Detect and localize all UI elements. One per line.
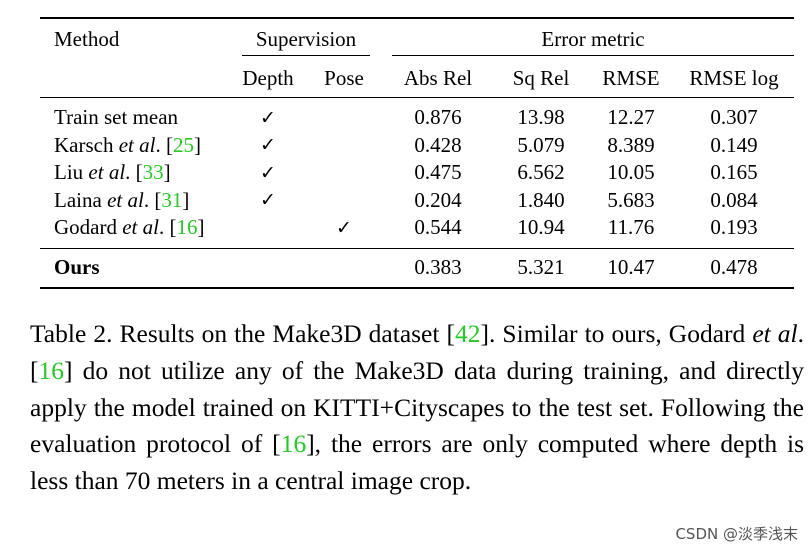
row-sq-rel: 1.840 [517,187,565,212]
row-pose-check [306,132,382,160]
header-supervision: Supervision [230,17,382,59]
row-etal: et al [118,132,156,157]
row-rmse: 5.683 [607,187,655,212]
row-abs-rel: 0.876 [382,97,494,132]
citation-link[interactable]: 42 [455,319,481,348]
results-table: Method Supervision Error metric Depth Po… [40,17,795,289]
row-rmse: 12.27 [588,97,674,132]
row-pose-check [306,97,382,132]
row-sq-rel: 10.94 [517,215,565,240]
row-abs-rel: 0.475 [414,160,462,185]
row-method: Train set mean [40,97,230,132]
ours-rmse: 10.47 [588,247,674,289]
row-rmse-log: 0.084 [710,187,758,212]
watermark: CSDN @淡季浅末 [675,525,798,543]
row-abs-rel: 0.544 [414,215,462,240]
row-method: Karsch et al. [25] [54,132,201,157]
table-caption: Table 2. Results on the Make3D dataset [… [30,319,804,496]
table-row: Laina et al. [31] ✓ 0.204 1.840 5.683 0.… [40,187,794,215]
table-row: Train set mean ✓ 0.876 13.98 12.27 0.307 [40,97,795,132]
header-rmse: RMSE [602,65,660,90]
row-sq-rel: 6.562 [517,160,565,185]
header-depth: Depth [242,65,294,90]
row-depth-check: ✓ [260,189,276,212]
row-rmse-log: 0.193 [710,215,758,240]
row-rmse-log: 0.165 [710,160,758,185]
table-row: Karsch et al. [25] ✓ 0.428 5.079 8.389 0… [40,132,794,160]
header-error-metric: Error metric [382,17,795,59]
row-pose-check [306,187,382,215]
row-depth-check: ✓ [260,161,276,184]
citation-link[interactable]: 16 [176,215,198,240]
row-rmse: 11.76 [607,215,655,240]
row-depth-check: ✓ [260,134,276,157]
header-error-metric-label: Error metric [392,23,795,56]
row-pose-check [306,159,382,187]
header-sq-rel: Sq Rel [512,65,570,90]
table-row: Godard et al. [16] ✓ 0.544 10.94 11.76 0… [40,214,794,248]
header-pose: Pose [324,65,364,90]
row-method: Laina et al. [31] [54,187,190,212]
row-pose-check: ✓ [336,216,352,239]
ours-pose [306,247,382,289]
citation-link[interactable]: 31 [161,187,183,212]
row-method: Liu et al. [33] [54,160,171,185]
ours-abs-rel: 0.383 [382,247,494,289]
caption-etal: et al [752,319,798,348]
row-rmse: 10.05 [607,160,655,185]
citation-link[interactable]: 25 [172,132,194,157]
citation-link[interactable]: 16 [280,429,307,459]
row-depth-check: ✓ [230,97,306,132]
row-etal: et al [122,215,159,240]
row-rmse-log: 0.149 [710,132,758,157]
row-depth-check [230,214,306,248]
table-row-ours: Ours 0.383 5.321 10.47 0.478 [40,247,795,289]
ours-depth [230,247,306,289]
header-method: Method [40,17,230,59]
table-row: Liu et al. [33] ✓ 0.475 6.562 10.05 0.16… [40,159,794,187]
row-abs-rel: 0.428 [414,132,462,157]
citation-link[interactable]: 16 [38,355,65,385]
row-sq-rel: 13.98 [494,97,588,132]
header-supervision-label: Supervision [242,23,370,56]
header-blank [40,59,230,98]
row-abs-rel: 0.204 [414,187,462,212]
results-table-container: Method Supervision Error metric Depth Po… [40,17,795,289]
row-sq-rel: 5.079 [517,132,565,157]
citation-link[interactable]: 33 [142,160,164,185]
ours-method: Ours [40,247,230,289]
row-etal: et al [107,187,144,212]
header-abs-rel: Abs Rel [403,65,473,90]
ours-rmse-log: 0.478 [674,247,795,289]
row-rmse-log: 0.307 [674,97,795,132]
row-method: Godard et al. [16] [54,215,205,240]
row-etal: et al [88,160,126,185]
header-rmse-log: RMSE log [689,65,779,90]
ours-sq-rel: 5.321 [494,247,588,289]
row-rmse: 8.389 [607,132,655,157]
